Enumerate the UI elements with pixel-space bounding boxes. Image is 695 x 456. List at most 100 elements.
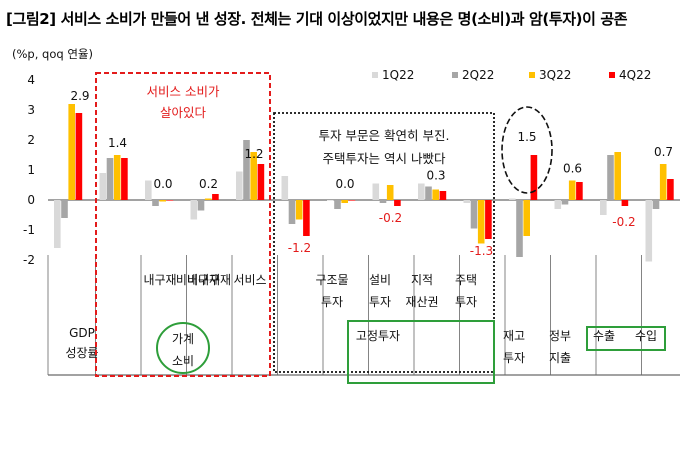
y-tick-label: -2 xyxy=(23,253,35,267)
bar-2Q22 xyxy=(561,200,569,205)
y-tick-label: 0 xyxy=(27,193,35,207)
bar-4Q22 xyxy=(212,194,219,200)
category-label: 주택 xyxy=(455,273,477,287)
bar-2Q22 xyxy=(379,200,387,203)
category-label: 재산권 xyxy=(405,295,438,309)
value-label: -0.2 xyxy=(612,215,635,229)
category-label: 성장률 xyxy=(65,346,98,360)
value-label: 1.2 xyxy=(244,147,263,161)
bar-3Q22 xyxy=(113,155,121,200)
category-label: 투자 xyxy=(455,295,477,309)
value-label: 0.0 xyxy=(153,177,172,191)
group-label-household: 가계 xyxy=(172,332,194,346)
value-label: 0.2 xyxy=(199,177,218,191)
bar-4Q22 xyxy=(348,200,356,201)
bar-1Q22 xyxy=(418,183,425,200)
value-label: 1.5 xyxy=(517,130,536,144)
group-label-fixed-investment: 고정투자 xyxy=(356,329,400,343)
bar-2Q22 xyxy=(152,200,159,206)
bar-3Q22 xyxy=(68,104,75,200)
bar-3Q22 xyxy=(477,200,485,244)
bar-1Q22 xyxy=(145,180,152,200)
legend-swatch xyxy=(609,72,615,78)
bar-4Q22 xyxy=(439,191,447,200)
bar-1Q22 xyxy=(54,200,61,248)
bar-4Q22 xyxy=(121,158,128,200)
bar-4Q22 xyxy=(485,200,492,239)
bar-2Q22 xyxy=(197,200,205,211)
value-label: 0.3 xyxy=(426,169,445,183)
y-tick-label: 2 xyxy=(27,133,35,147)
bar-4Q22 xyxy=(530,155,538,200)
bar-4Q22 xyxy=(621,200,629,206)
services-note: 서비스 소비가 xyxy=(147,84,220,99)
category-label: 서비스 xyxy=(233,273,266,287)
bar-2Q22 xyxy=(334,200,341,209)
bar-1Q22 xyxy=(645,200,653,262)
category-label: 비내구재 xyxy=(176,273,220,287)
unit-label: (%p, qoq 연율) xyxy=(12,47,93,61)
investment-highlight-box xyxy=(273,112,495,373)
category-label: 지적 xyxy=(411,273,433,287)
bar-1Q22 xyxy=(281,176,289,200)
chart-title: [그림2] 서비스 소비가 만들어 낸 성장. 전체는 기대 이상이었지만 내용… xyxy=(6,10,628,28)
services-note: 살아있다 xyxy=(160,105,207,120)
bar-2Q22 xyxy=(288,200,296,224)
bar-2Q22 xyxy=(652,200,660,209)
value-label: -1.3 xyxy=(470,244,493,258)
legend-label: 1Q22 xyxy=(382,68,414,82)
bar-1Q22 xyxy=(600,200,607,215)
bar-1Q22 xyxy=(463,200,471,203)
category-label: 구조물 xyxy=(315,273,348,287)
bar-4Q22 xyxy=(257,164,265,200)
legend-swatch xyxy=(529,72,535,78)
category-label: GDP xyxy=(69,326,95,340)
category-label: 지출 xyxy=(549,351,571,365)
value-label: 0.6 xyxy=(563,162,582,176)
bar-3Q22 xyxy=(386,185,394,200)
bar-2Q22 xyxy=(106,158,114,200)
legend-label: 3Q22 xyxy=(539,68,571,82)
bar-1Q22 xyxy=(554,200,562,209)
bar-2Q22 xyxy=(516,200,523,257)
category-label: 투자 xyxy=(369,295,391,309)
bar-4Q22 xyxy=(667,179,674,200)
bar-4Q22 xyxy=(166,200,174,201)
bar-1Q22 xyxy=(99,173,107,200)
y-tick-label: -1 xyxy=(23,223,35,237)
bar-3Q22 xyxy=(614,152,621,200)
group-label-household: 소비 xyxy=(172,354,194,368)
bar-4Q22 xyxy=(394,200,401,206)
bar-1Q22 xyxy=(236,171,243,200)
y-tick-label: 1 xyxy=(27,163,35,177)
fixed-investment-box xyxy=(347,320,495,384)
bar-4Q22 xyxy=(75,113,83,200)
value-label: 1.4 xyxy=(108,136,127,150)
bar-3Q22 xyxy=(341,200,348,203)
legend-label: 4Q22 xyxy=(619,68,651,82)
value-label: 0.0 xyxy=(335,177,354,191)
bar-3Q22 xyxy=(432,189,439,200)
category-label: 재고 xyxy=(503,329,525,343)
bar-3Q22 xyxy=(159,200,166,202)
bar-2Q22 xyxy=(425,186,432,200)
trade-box xyxy=(586,326,666,351)
bar-3Q22 xyxy=(568,180,576,200)
bar-2Q22 xyxy=(470,200,478,229)
bar-1Q22 xyxy=(190,200,198,220)
category-label: 비내구재 xyxy=(187,273,231,287)
bar-1Q22 xyxy=(372,183,380,200)
y-tick-label: 3 xyxy=(27,103,35,117)
bar-3Q22 xyxy=(523,200,530,236)
bar-3Q22 xyxy=(659,164,667,200)
legend-swatch xyxy=(372,72,378,78)
bar-3Q22 xyxy=(204,198,212,200)
investment-note: 주택투자는 역시 나빴다 xyxy=(323,151,446,166)
legend-label: 2Q22 xyxy=(462,68,494,82)
investment-note: 투자 부문은 확연히 부진. xyxy=(319,128,450,143)
inventory-highlight-ellipse xyxy=(501,106,553,194)
category-label: 설비 xyxy=(369,273,391,287)
category-label: 투자 xyxy=(503,351,525,365)
category-label: 투자 xyxy=(321,295,343,309)
